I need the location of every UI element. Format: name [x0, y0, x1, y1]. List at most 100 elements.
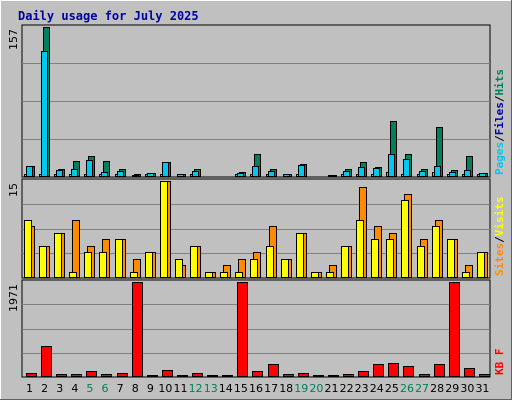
bottom-bar-kb-f-31 — [479, 374, 490, 377]
middle-ymax-label: 15 — [7, 183, 20, 197]
top-bar-files-29 — [449, 172, 456, 177]
middle-bar-sites-4 — [72, 220, 80, 278]
top-bar-files-27 — [419, 171, 426, 177]
top-bar-files-18 — [283, 174, 290, 177]
middle-bar-visits-28 — [432, 226, 440, 278]
x-tick-label-31: 31 — [475, 382, 489, 395]
top-bar-files-19 — [298, 165, 305, 177]
x-tick-label-28: 28 — [430, 382, 444, 395]
top-bar-files-2 — [41, 51, 48, 177]
middle-bar-visits-6 — [99, 252, 107, 278]
bottom-bar-kb-f-28 — [434, 364, 445, 377]
bottom-panel — [21, 279, 491, 378]
top-side-label-part-3: Files — [493, 102, 506, 135]
middle-side-label: Sites/Visits — [493, 197, 506, 277]
bottom-bar-kb-f-27 — [419, 374, 430, 377]
top-bar-files-5 — [86, 160, 93, 177]
bottom-bar-kb-f-15 — [237, 282, 248, 377]
middle-bar-visits-8 — [130, 272, 138, 278]
top-bar-files-24 — [373, 168, 380, 177]
top-side-label-part-1: Pages — [493, 142, 506, 175]
x-tick-label-5: 5 — [86, 382, 93, 395]
bottom-bar-kb-f-7 — [117, 373, 128, 377]
top-bar-files-8 — [132, 175, 139, 177]
top-bar-files-21 — [328, 175, 335, 177]
x-tick-label-25: 25 — [385, 382, 399, 395]
x-tick-label-15: 15 — [234, 382, 248, 395]
top-bar-files-17 — [268, 171, 275, 177]
top-bar-files-4 — [71, 169, 78, 177]
x-tick-label-12: 12 — [189, 382, 203, 395]
x-tick-label-8: 8 — [132, 382, 139, 395]
top-bar-files-7 — [117, 171, 124, 177]
top-bar-files-16 — [252, 166, 259, 177]
bottom-bar-kb-f-4 — [71, 374, 82, 377]
x-tick-label-30: 30 — [460, 382, 474, 395]
bottom-bar-kb-f-24 — [373, 364, 384, 377]
x-tick-label-2: 2 — [41, 382, 48, 395]
top-bar-files-11 — [177, 174, 184, 177]
bottom-bar-kb-f-18 — [283, 374, 294, 377]
x-tick-label-29: 29 — [445, 382, 459, 395]
top-bar-files-22 — [343, 171, 350, 177]
middle-bar-visits-29 — [447, 239, 455, 278]
x-tick-label-21: 21 — [324, 382, 338, 395]
bottom-bar-kb-f-10 — [162, 370, 173, 377]
bottom-bar-kb-f-13 — [207, 375, 218, 377]
top-bar-files-23 — [358, 167, 365, 177]
bottom-bar-kb-f-19 — [298, 373, 309, 377]
bottom-bar-kb-f-11 — [177, 375, 188, 377]
chart-title: Daily usage for July 2025 — [18, 9, 199, 23]
middle-bar-visits-3 — [54, 233, 62, 278]
bottom-bar-kb-f-22 — [343, 374, 354, 377]
bottom-bar-kb-f-26 — [403, 366, 414, 377]
x-tick-label-1: 1 — [26, 382, 33, 395]
bottom-bar-kb-f-29 — [449, 282, 460, 377]
bottom-bar-kb-f-16 — [252, 371, 263, 377]
middle-bar-visits-14 — [220, 272, 228, 278]
middle-bar-visits-25 — [386, 239, 394, 278]
bottom-bar-kb-f-30 — [464, 368, 475, 377]
middle-bar-visits-16 — [250, 259, 258, 278]
middle-side-label-part-2: / — [493, 236, 506, 243]
bottom-bar-kb-f-9 — [147, 375, 158, 377]
x-tick-label-23: 23 — [355, 382, 369, 395]
bottom-bar-kb-f-2 — [41, 346, 52, 377]
middle-bar-visits-18 — [281, 259, 289, 278]
middle-bar-visits-5 — [84, 252, 92, 278]
middle-bar-visits-21 — [326, 272, 334, 278]
bottom-bar-kb-f-12 — [192, 373, 203, 377]
middle-bar-visits-9 — [145, 252, 153, 278]
x-tick-label-26: 26 — [400, 382, 414, 395]
x-tick-label-20: 20 — [309, 382, 323, 395]
bottom-bar-kb-f-23 — [358, 371, 369, 377]
top-bar-files-1 — [26, 166, 33, 177]
bottom-bar-kb-f-3 — [56, 374, 67, 377]
bottom-ymax-label: 1971 — [7, 284, 20, 312]
top-bar-files-31 — [479, 173, 486, 177]
bottom-bar-kb-f-1 — [26, 373, 37, 377]
x-tick-label-24: 24 — [370, 382, 384, 395]
x-tick-label-22: 22 — [340, 382, 354, 395]
x-tick-label-9: 9 — [147, 382, 154, 395]
top-bar-files-6 — [101, 172, 108, 177]
x-tick-label-6: 6 — [102, 382, 109, 395]
middle-bar-visits-11 — [175, 259, 183, 278]
bottom-bar-kb-f-21 — [328, 375, 339, 377]
x-tick-label-17: 17 — [264, 382, 278, 395]
bottom-bar-kb-f-25 — [388, 363, 399, 377]
x-tick-label-14: 14 — [219, 382, 233, 395]
middle-bar-visits-4 — [69, 272, 77, 278]
top-side-label: Pages/Files/Hits — [493, 69, 506, 175]
middle-bar-visits-2 — [39, 246, 47, 278]
top-bar-files-15 — [237, 173, 244, 177]
bottom-bar-kb-f-20 — [313, 375, 324, 377]
x-tick-label-4: 4 — [71, 382, 78, 395]
top-side-label-part-5: Hits — [493, 69, 506, 96]
middle-bar-visits-26 — [401, 200, 409, 278]
top-side-label-part-4: / — [493, 95, 506, 102]
middle-bar-visits-27 — [417, 246, 425, 278]
middle-bar-visits-23 — [356, 220, 364, 278]
